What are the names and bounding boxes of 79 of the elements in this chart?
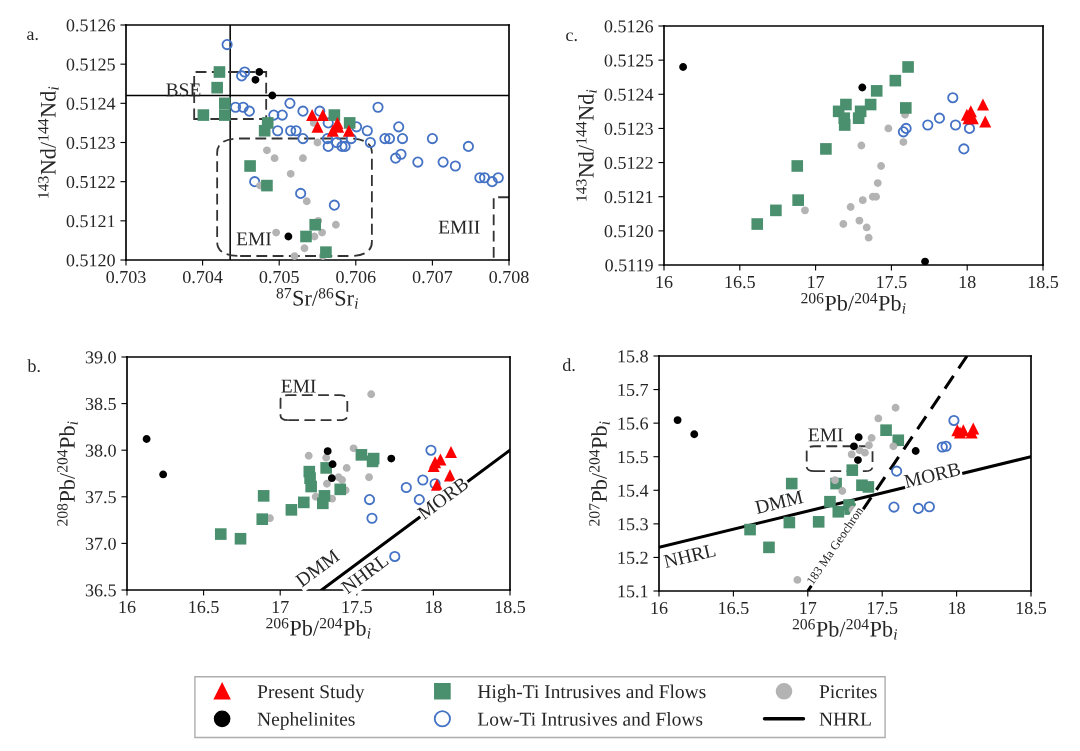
y-tick-label: 0.5122 bbox=[66, 175, 115, 189]
legend-label: High-Ti Intrusives and Flows bbox=[477, 684, 706, 703]
y-tick-label: 15.5 bbox=[618, 451, 648, 464]
y-tick-label: 37.5 bbox=[85, 491, 116, 504]
y-tick-label: 15.4 bbox=[618, 484, 649, 497]
x-axis-title: $^{206}$Pb/$^{204}$Pb$_{i}$ bbox=[792, 618, 898, 640]
y-tick-label: 15.3 bbox=[618, 518, 648, 531]
y-tick-label: 0.5121 bbox=[604, 190, 653, 204]
y-tick-label: 0.5120 bbox=[604, 225, 653, 238]
x-tick-label: 0.707 bbox=[412, 270, 453, 284]
annotation: DMM bbox=[754, 490, 804, 515]
x-tick-label: 17 bbox=[272, 601, 289, 613]
y-tick-label: 38.0 bbox=[85, 444, 116, 457]
y-tick-label: 0.5125 bbox=[66, 58, 115, 71]
x-tick-label: 16 bbox=[651, 601, 668, 615]
y-tick-label: 0.5123 bbox=[604, 122, 653, 135]
y-tick-label: 0.5121 bbox=[66, 215, 115, 228]
x-tick-label: 16.5 bbox=[189, 600, 219, 614]
annotation: EMI bbox=[281, 379, 316, 393]
y-tick-label: 36.5 bbox=[85, 584, 116, 597]
x-tick-label: 17.5 bbox=[342, 601, 372, 614]
x-tick-label: 0.708 bbox=[489, 270, 529, 284]
x-tick-label: 18 bbox=[425, 600, 442, 614]
y-tick-label: 15.7 bbox=[618, 383, 649, 397]
legend-label: NHRL bbox=[819, 712, 871, 726]
y-tick-label: 15.2 bbox=[618, 551, 648, 564]
x-tick-label: 17.5 bbox=[867, 602, 898, 615]
x-tick-label: 16 bbox=[119, 600, 136, 614]
x-tick-label: 18 bbox=[959, 275, 976, 289]
x-tick-label: 18.5 bbox=[1028, 275, 1059, 289]
y-tick-label: 0.5123 bbox=[66, 136, 115, 150]
y-tick-label: 0.5120 bbox=[66, 254, 115, 267]
legend-label: Picrites bbox=[819, 685, 877, 699]
y-tick-label: 15.8 bbox=[618, 350, 648, 363]
annotation: NHRL bbox=[663, 543, 716, 569]
x-tick-label: 0.706 bbox=[336, 270, 376, 284]
x-tick-label: 16.5 bbox=[725, 275, 755, 289]
y-tick-label: 37.0 bbox=[85, 537, 116, 550]
annotation: EMI bbox=[236, 232, 272, 246]
y-tick-label: 15.1 bbox=[618, 585, 648, 598]
y-tick-label: 0.5122 bbox=[604, 156, 653, 170]
x-tick-label: 16.5 bbox=[719, 601, 749, 615]
x-tick-label: 0.704 bbox=[182, 270, 223, 284]
x-axis-title: $^{87}$Sr/$^{86}$Sr$_{i}$ bbox=[276, 287, 359, 309]
y-tick-label: 0.5124 bbox=[604, 88, 654, 101]
chart-title: d. bbox=[562, 358, 575, 372]
x-tick-label: 17.5 bbox=[877, 276, 907, 289]
x-axis-title: $^{206}$Pb/$^{204}$Pb$_{i}$ bbox=[266, 617, 371, 639]
legend-label: Nephelinites bbox=[257, 712, 355, 730]
y-tick-label: 38.5 bbox=[85, 397, 116, 411]
chart-title: b. bbox=[27, 359, 40, 373]
x-tick-label: 0.705 bbox=[259, 270, 299, 284]
y-tick-label: 0.5119 bbox=[605, 259, 653, 272]
y-axis-title: $^{143}$Nd/$^{144}$Nd$_{i}$ bbox=[576, 89, 597, 201]
x-tick-label: 0.703 bbox=[106, 270, 146, 284]
x-tick-label: 17 bbox=[800, 602, 817, 614]
x-tick-label: 16 bbox=[656, 275, 673, 289]
legend-label: Low-Ti Intrusives and Flows bbox=[477, 712, 703, 726]
y-tick-label: 0.5124 bbox=[66, 97, 116, 110]
y-axis-title: $^{143}$Nd/$^{144}$Nd$_{i}$ bbox=[38, 86, 59, 198]
legend-label: Present Study bbox=[257, 684, 365, 703]
y-tick-label: 15.6 bbox=[618, 417, 649, 430]
y-tick-label: 0.5126 bbox=[604, 20, 654, 33]
x-tick-label: 18.5 bbox=[495, 600, 526, 614]
y-axis-title: $^{207}$Pb/$^{204}$Pb$_{i}$ bbox=[589, 421, 610, 526]
y-tick-label: 39.0 bbox=[85, 351, 116, 364]
x-tick-label: 18.5 bbox=[1016, 601, 1047, 615]
x-axis-title: $^{206}$Pb/$^{204}$Pb$_{i}$ bbox=[801, 292, 906, 314]
x-tick-label: 17 bbox=[808, 276, 825, 288]
y-axis-title: $^{208}$Pb/$^{204}$Pb$_{i}$ bbox=[57, 421, 78, 526]
chart-title: a. bbox=[27, 31, 38, 41]
chart-title: c. bbox=[566, 32, 577, 42]
annotation: EMII bbox=[438, 220, 480, 234]
annotation: BSE bbox=[166, 83, 201, 97]
annotation: MORB bbox=[903, 462, 961, 489]
y-tick-label: 0.5126 bbox=[66, 19, 116, 32]
annotation: EMI bbox=[808, 428, 843, 442]
x-tick-label: 18 bbox=[949, 601, 965, 615]
y-tick-label: 0.5125 bbox=[604, 54, 653, 67]
